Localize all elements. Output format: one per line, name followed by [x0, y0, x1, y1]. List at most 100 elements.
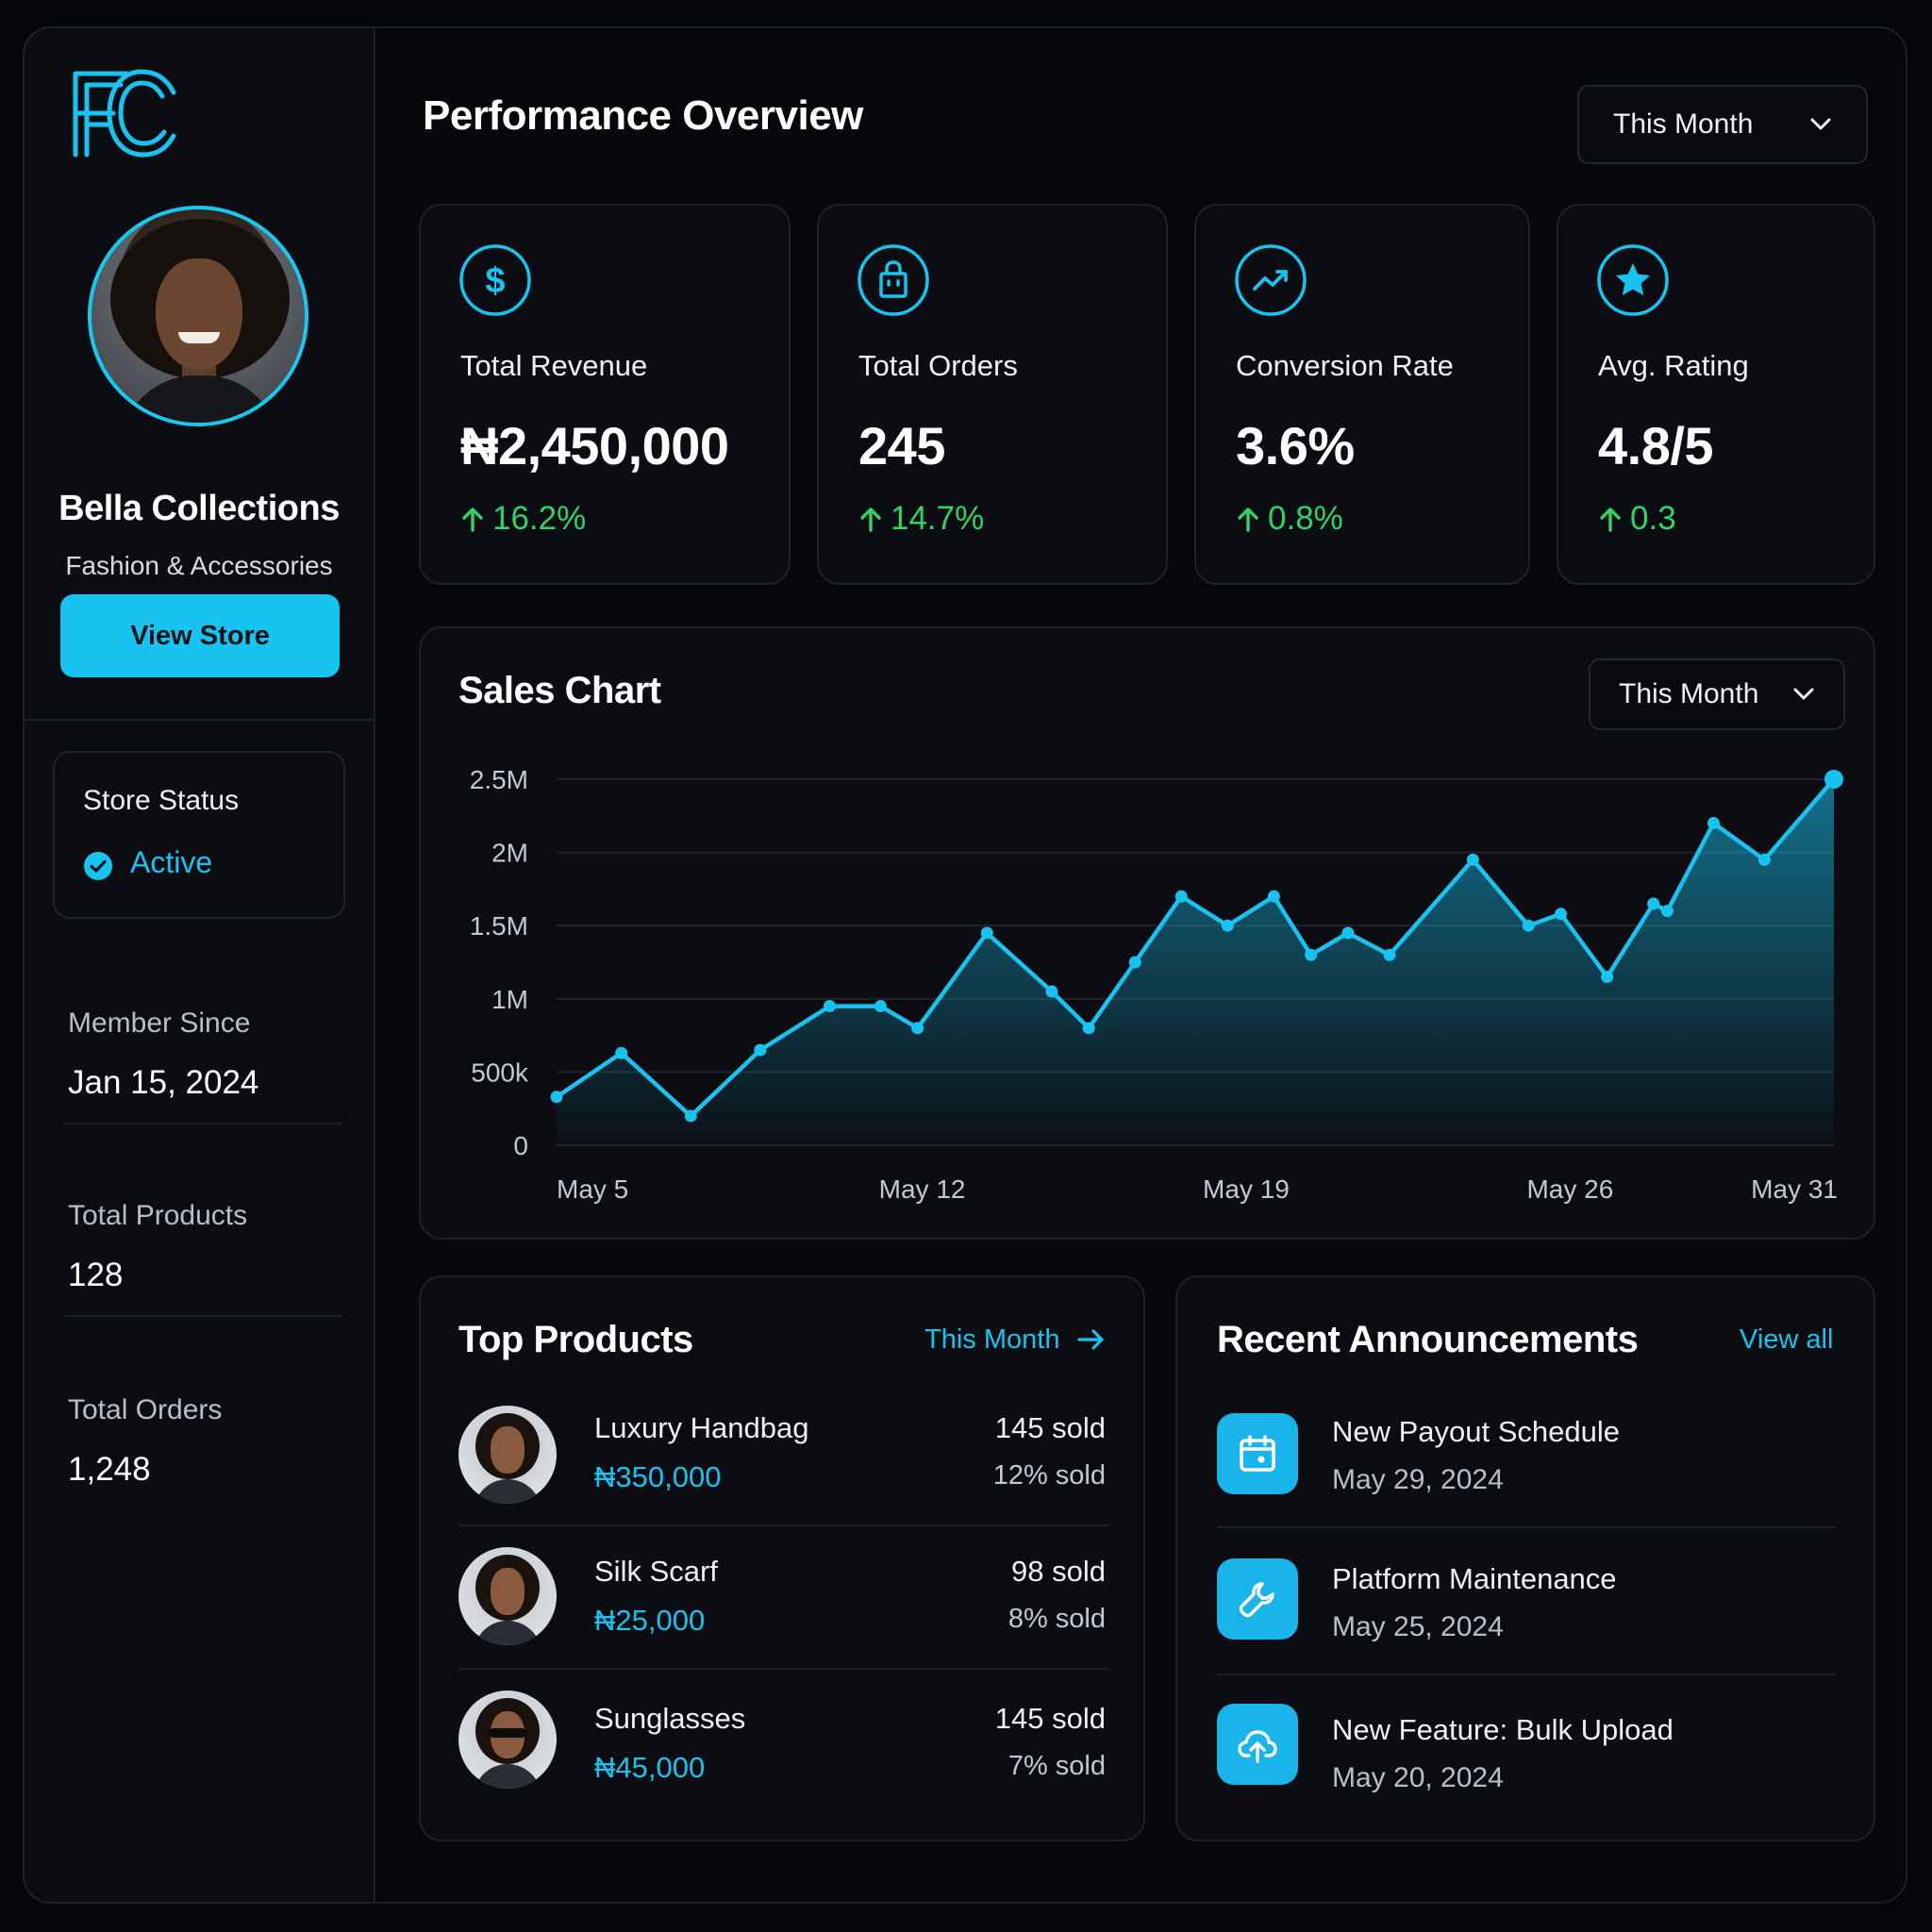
calendar-icon — [1240, 1435, 1275, 1472]
product-image — [458, 1406, 557, 1504]
kpi-value: 245 — [858, 416, 945, 475]
wrench-icon — [1239, 1582, 1274, 1618]
member-since-label: Member Since — [68, 1008, 251, 1039]
data-point — [1128, 956, 1141, 969]
product-price: ₦45,000 — [594, 1751, 706, 1784]
announcement-date: May 25, 2024 — [1332, 1611, 1504, 1642]
kpi-label: Conversion Rate — [1236, 349, 1454, 382]
store-name: Bella Collections — [58, 489, 340, 528]
data-point — [1221, 919, 1234, 932]
sales-chart[interactable]: 0 500k 1M 1.5M 2M 2.5M May 5 May 12 May 19 May 26… — [421, 628, 1874, 1238]
total-products-label: Total Products — [68, 1200, 248, 1231]
product-sold: 98 sold — [1011, 1555, 1106, 1588]
data-point — [823, 1000, 836, 1013]
announcement-icon — [1217, 1558, 1298, 1640]
svg-text:$: $ — [485, 261, 505, 301]
cloud-upload-icon — [1238, 1730, 1277, 1763]
sales-area — [557, 779, 1834, 1145]
period-dropdown-label: This Month — [1613, 108, 1754, 140]
data-point — [1647, 897, 1660, 910]
kpi-change-value: 16.2% — [492, 500, 587, 537]
arrow-up-icon — [462, 508, 483, 532]
data-point — [550, 1091, 563, 1104]
fc-logo-icon — [73, 69, 176, 158]
total-products-value: 128 — [68, 1257, 124, 1293]
check-circle-icon — [84, 852, 112, 880]
store-avatar — [88, 206, 308, 426]
shopping-bag-icon — [858, 244, 929, 316]
data-point — [1660, 905, 1674, 918]
data-point — [1522, 919, 1535, 932]
arrow-up-icon — [860, 508, 881, 532]
data-point — [911, 1022, 924, 1035]
product-name: Luxury Handbag — [594, 1411, 809, 1444]
arrow-up-icon — [1238, 508, 1258, 532]
arrow-right-icon — [1076, 1329, 1104, 1350]
data-point — [1824, 770, 1843, 789]
sidebar-divider — [25, 719, 374, 721]
product-name: Sunglasses — [594, 1702, 746, 1735]
product-sold-pct: 7% sold — [1008, 1751, 1106, 1781]
row-divider — [458, 1524, 1109, 1526]
kpi-change-value: 0.3 — [1630, 500, 1676, 537]
top-products-card: Top Products This Month Luxury Handbag ₦… — [419, 1275, 1145, 1841]
announcement-date: May 20, 2024 — [1332, 1762, 1504, 1793]
row-divider — [1217, 1526, 1836, 1528]
chart-period-dropdown[interactable]: This Month — [1589, 658, 1845, 730]
kpi-change: 14.7% — [858, 500, 984, 538]
announcements-card: Recent Announcements View all New Payout… — [1175, 1275, 1875, 1841]
dollar-icon: $ — [459, 244, 531, 316]
announcement-icon — [1217, 1413, 1298, 1494]
data-point — [1045, 985, 1058, 998]
y-tick-label: 1M — [491, 985, 528, 1014]
x-tick-label: May 5 — [557, 1174, 628, 1204]
total-orders-label: Total Orders — [68, 1394, 223, 1425]
trend-up-icon — [1235, 244, 1307, 316]
data-point — [1601, 971, 1614, 984]
star-icon — [1597, 244, 1669, 316]
kpi-label: Avg. Rating — [1598, 349, 1749, 382]
kpi-change-value: 0.8% — [1268, 500, 1343, 537]
data-point — [684, 1109, 697, 1123]
x-tick-label: May 19 — [1203, 1174, 1290, 1204]
y-tick-label: 2.5M — [470, 765, 528, 794]
member-since-value: Jan 15, 2024 — [68, 1064, 259, 1101]
announcement-title: New Payout Schedule — [1332, 1415, 1621, 1448]
store-category: Fashion & Accessories — [65, 551, 333, 580]
data-point — [1757, 853, 1771, 866]
announcement-icon — [1217, 1704, 1298, 1785]
kpi-value: 3.6% — [1236, 416, 1355, 475]
product-sold: 145 sold — [994, 1702, 1106, 1735]
product-name: Silk Scarf — [594, 1555, 718, 1588]
kpi-label: Total Revenue — [460, 349, 648, 382]
store-status-value: Active — [130, 845, 213, 879]
period-dropdown[interactable]: This Month — [1577, 85, 1868, 164]
product-sold-pct: 12% sold — [992, 1460, 1106, 1491]
data-point — [874, 1000, 887, 1013]
x-tick-label: May 12 — [879, 1174, 966, 1204]
total-orders-value: 1,248 — [68, 1451, 151, 1488]
kpi-label: Total Orders — [858, 349, 1018, 382]
product-sold: 145 sold — [994, 1411, 1106, 1444]
sales-chart-card: Sales Chart This Month 0 500k 1M 1.5M 2M 2.5M… — [419, 626, 1875, 1240]
y-tick-label: 0 — [513, 1131, 528, 1160]
top-products-link[interactable]: This Month — [924, 1324, 1106, 1356]
kpi-card-orders: Total Orders 245 14.7% — [817, 204, 1168, 585]
view-store-button[interactable]: View Store — [60, 594, 340, 677]
top-products-link-label: This Month — [924, 1324, 1060, 1355]
chevron-down-icon — [1810, 118, 1831, 130]
product-price: ₦350,000 — [594, 1460, 722, 1493]
product-price: ₦25,000 — [594, 1604, 706, 1637]
top-products-title: Top Products — [458, 1319, 693, 1360]
kpi-card-revenue: $ Total Revenue ₦2,450,000 16.2% — [419, 204, 791, 585]
kpi-change: 16.2% — [460, 500, 586, 538]
x-tick-label: May 31 — [1751, 1174, 1838, 1204]
y-tick-label: 2M — [491, 839, 528, 868]
view-all-link[interactable]: View all — [1740, 1324, 1834, 1355]
chart-period-label: This Month — [1619, 678, 1759, 709]
arrow-up-icon — [1600, 508, 1621, 532]
store-status-card: Store Status Active — [53, 751, 345, 919]
sales-chart-title: Sales Chart — [458, 670, 661, 711]
data-point — [1383, 948, 1396, 961]
data-point — [1555, 908, 1568, 921]
